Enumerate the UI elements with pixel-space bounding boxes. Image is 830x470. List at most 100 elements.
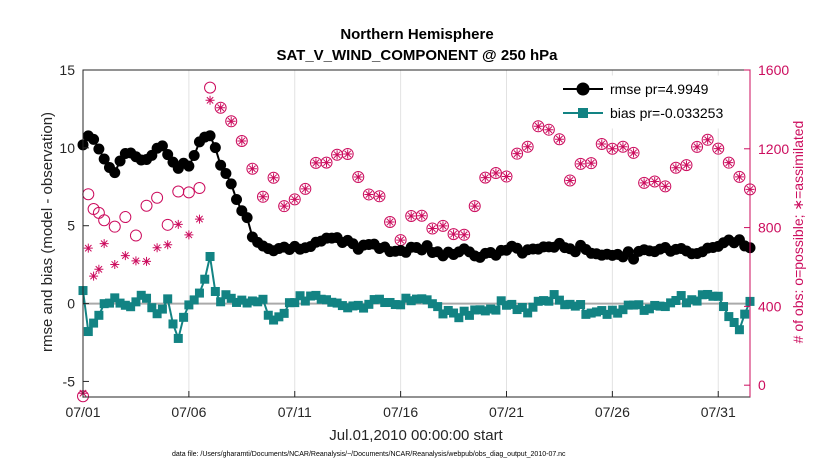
obs-possible-marker <box>384 216 397 229</box>
x-tick-label: 07/31 <box>701 404 736 420</box>
bias-point <box>528 302 538 312</box>
bias-point <box>560 300 570 310</box>
obs-assimilated-marker <box>83 243 93 253</box>
obs-assimilated-marker <box>396 235 406 245</box>
bias-point <box>644 304 654 314</box>
bias-point <box>576 300 586 310</box>
obs-assimilated-marker <box>565 175 575 185</box>
obs-assimilated-marker <box>94 264 104 274</box>
bias-point <box>300 296 310 306</box>
obs-possible-marker <box>680 159 693 172</box>
obs-possible-marker <box>151 191 164 204</box>
bias-point <box>274 312 284 322</box>
bias-point <box>237 295 247 305</box>
bias-point <box>650 300 660 310</box>
obs-possible-marker <box>256 190 269 203</box>
bias-point <box>110 293 120 303</box>
chart-subtitle: SAT_V_WIND_COMPONENT @ 250 hPa <box>276 47 558 64</box>
obs-assimilated-marker <box>364 189 374 199</box>
bias-point <box>89 318 99 328</box>
bias-point <box>459 306 469 316</box>
bias-point <box>279 308 289 318</box>
obs-assimilated-marker <box>650 177 660 187</box>
bias-point <box>184 300 194 310</box>
y2-tick-label: 1600 <box>758 62 789 78</box>
bias-point <box>131 297 141 307</box>
obs-assimilated-marker <box>491 168 501 178</box>
obs-assimilated-markers <box>78 95 755 398</box>
bias-point <box>433 302 443 312</box>
obs-possible-marker <box>108 220 121 233</box>
obs-assimilated-marker <box>322 158 332 168</box>
obs-assimilated-marker <box>427 224 437 234</box>
obs-assimilated-marker <box>470 201 480 211</box>
obs-assimilated-marker <box>480 173 490 183</box>
obs-assimilated-marker <box>152 243 162 253</box>
bias-point <box>412 294 421 304</box>
obs-assimilated-marker <box>290 194 300 204</box>
obs-possible-marker <box>129 229 142 242</box>
bias-point <box>290 298 300 308</box>
obs-assimilated-marker <box>353 172 363 182</box>
bias-point <box>205 251 215 261</box>
obs-assimilated-marker <box>300 184 310 194</box>
rmse-series <box>77 130 756 265</box>
bias-point <box>390 300 400 310</box>
y2-tick-label: 400 <box>758 298 782 314</box>
obs-assimilated-marker <box>343 149 353 159</box>
obs-possible-marker <box>733 170 746 183</box>
obs-possible-marker <box>542 123 555 136</box>
bias-point <box>258 294 268 304</box>
bias-point <box>253 297 263 307</box>
obs-assimilated-marker <box>173 219 183 229</box>
bias-point <box>729 317 739 327</box>
y2-axis-label: # of obs: o=possible; ∗=assimilated <box>790 121 806 344</box>
bias-point <box>613 308 623 318</box>
legend-bias-label: bias pr=-0.033253 <box>610 105 723 121</box>
y-tick-label: 5 <box>67 218 75 234</box>
bias-point <box>168 319 178 329</box>
bias-point <box>687 295 697 305</box>
bias-point <box>629 300 639 310</box>
bias-point <box>634 300 644 310</box>
obs-possible-marker <box>341 147 354 160</box>
obs-possible-marker <box>140 199 153 212</box>
bias-point <box>284 298 294 308</box>
obs-possible-marker <box>712 142 725 155</box>
obs-possible-marker <box>648 175 661 188</box>
bias-point <box>591 307 601 317</box>
bias-point <box>179 312 189 322</box>
bias-point <box>115 298 125 308</box>
legend-bias-marker <box>578 108 588 118</box>
bias-point <box>359 303 369 313</box>
bias-point <box>163 294 173 304</box>
rmse-point <box>93 143 105 155</box>
obs-possible-marker <box>204 81 217 94</box>
x-tick-label: 07/16 <box>383 404 418 420</box>
bias-point <box>311 290 321 300</box>
y-tick-label: -5 <box>63 373 76 389</box>
obs-assimilated-marker <box>554 134 564 144</box>
obs-assimilated-marker <box>523 142 533 152</box>
obs-assimilated-marker <box>639 178 649 188</box>
y2-axis-ticks: 0 400 800 1200 1600 <box>744 62 789 397</box>
bias-point <box>708 291 718 301</box>
obs-possible-marker <box>532 120 545 133</box>
obs-assimilated-marker <box>660 181 670 191</box>
bias-point <box>216 297 226 307</box>
bias-point <box>581 309 591 319</box>
obs-assimilated-marker <box>258 192 268 202</box>
bias-point <box>247 296 257 306</box>
obs-assimilated-marker <box>597 139 607 149</box>
bias-point <box>618 305 628 315</box>
bias-point <box>676 291 686 301</box>
obs-assimilated-marker <box>703 135 713 145</box>
bias-point <box>586 308 596 318</box>
bias-point <box>385 297 395 307</box>
obs-assimilated-marker <box>406 211 416 221</box>
bias-point <box>740 309 750 319</box>
bias-point <box>703 289 713 299</box>
bias-point <box>449 308 459 318</box>
bias-point <box>486 304 496 314</box>
bias-point <box>104 298 114 308</box>
